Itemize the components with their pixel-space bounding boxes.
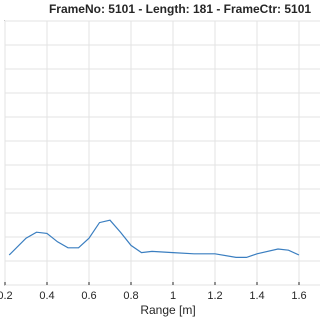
plot-area <box>4 20 320 286</box>
x-tick-label: 1.2 <box>207 290 222 302</box>
x-tick-label: 1 <box>170 290 176 302</box>
x-tick-label: 0.2 <box>0 290 13 302</box>
x-tick-label: 0.4 <box>39 290 54 302</box>
line <box>8 219 300 258</box>
chart-title: FrameNo: 5101 - Length: 181 - FrameCtr: … <box>49 2 311 16</box>
x-tick-label: 1.4 <box>249 290 264 302</box>
x-tick-label: 0.8 <box>123 290 138 302</box>
x-axis-label: Range [m] <box>140 303 195 317</box>
x-tick-label: 1.6 <box>291 290 306 302</box>
x-tick-label: 0.6 <box>81 290 96 302</box>
